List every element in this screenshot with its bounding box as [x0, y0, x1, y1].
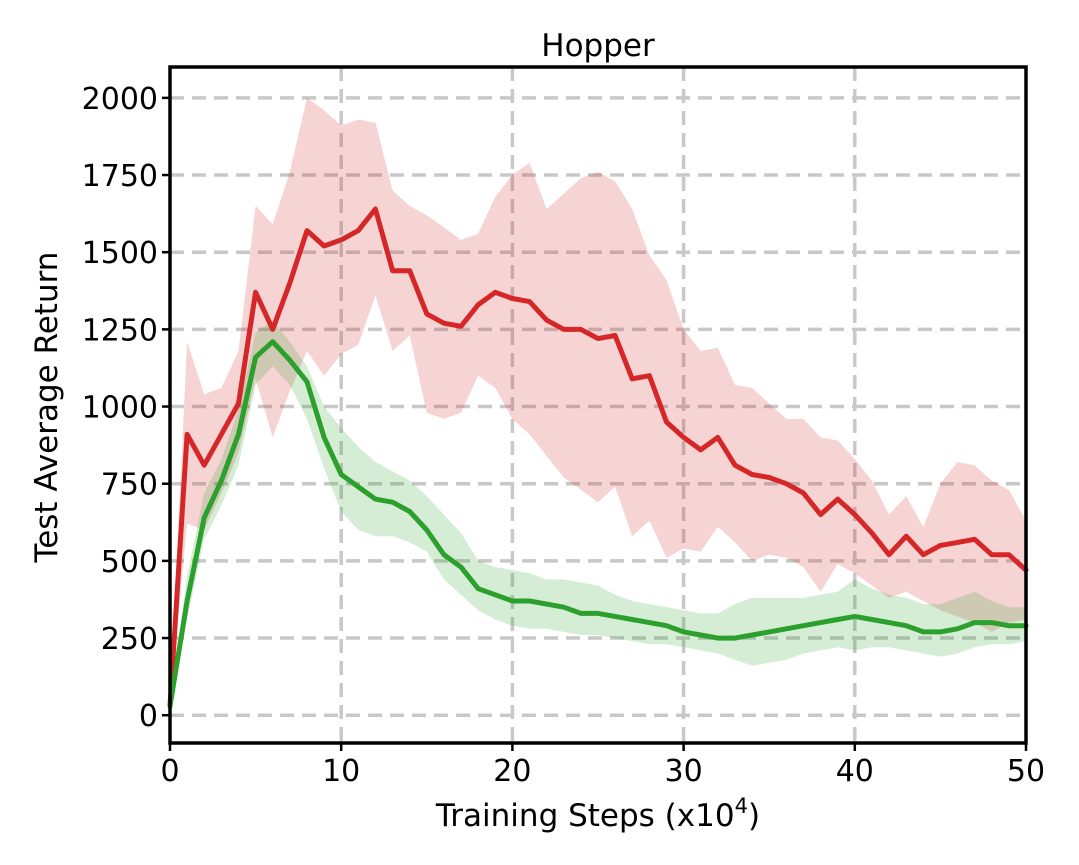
grid — [170, 67, 1026, 743]
x-tick-label: 20 — [493, 754, 531, 789]
series-line-1 — [167, 206, 1029, 709]
plot-frame — [168, 65, 1028, 745]
x-axis-label-superscript: 4 — [735, 794, 748, 818]
series-band-2 — [170, 320, 1026, 706]
series-line-2 — [167, 339, 1029, 709]
y-tick-label: 1250 — [82, 313, 158, 348]
x-tick-label: 10 — [322, 754, 360, 789]
series-band-1 — [170, 97, 1026, 706]
x-tick-label: 0 — [160, 754, 179, 789]
y-tick-label: 2000 — [82, 82, 158, 117]
x-axis-label-suffix: ) — [748, 798, 760, 834]
x-tick-label: 40 — [836, 754, 874, 789]
y-tick-label: 1500 — [82, 236, 158, 271]
y-tick-label: 750 — [101, 468, 158, 503]
confidence-bands — [170, 97, 1026, 706]
x-tick-label: 30 — [665, 754, 703, 789]
series-lines — [167, 206, 1029, 709]
y-axis-label: Test Average Return — [29, 252, 65, 564]
x-axis-label: Training Steps (x104) — [435, 794, 760, 834]
y-tick-label: 0 — [139, 699, 158, 734]
x-axis-label-main: Training Steps (x10 — [435, 798, 735, 834]
y-tick-label: 1000 — [82, 391, 158, 426]
x-axis-ticks: 0 10 20 30 40 50 — [160, 743, 1045, 789]
y-tick-label: 500 — [101, 545, 158, 580]
x-tick-label: 50 — [1007, 754, 1045, 789]
y-tick-label: 1750 — [82, 159, 158, 194]
y-tick-label: 250 — [101, 622, 158, 657]
y-axis-ticks: 0 250 500 750 1000 1250 1500 1750 2000 — [82, 82, 170, 734]
chart-title: Hopper — [541, 28, 655, 64]
